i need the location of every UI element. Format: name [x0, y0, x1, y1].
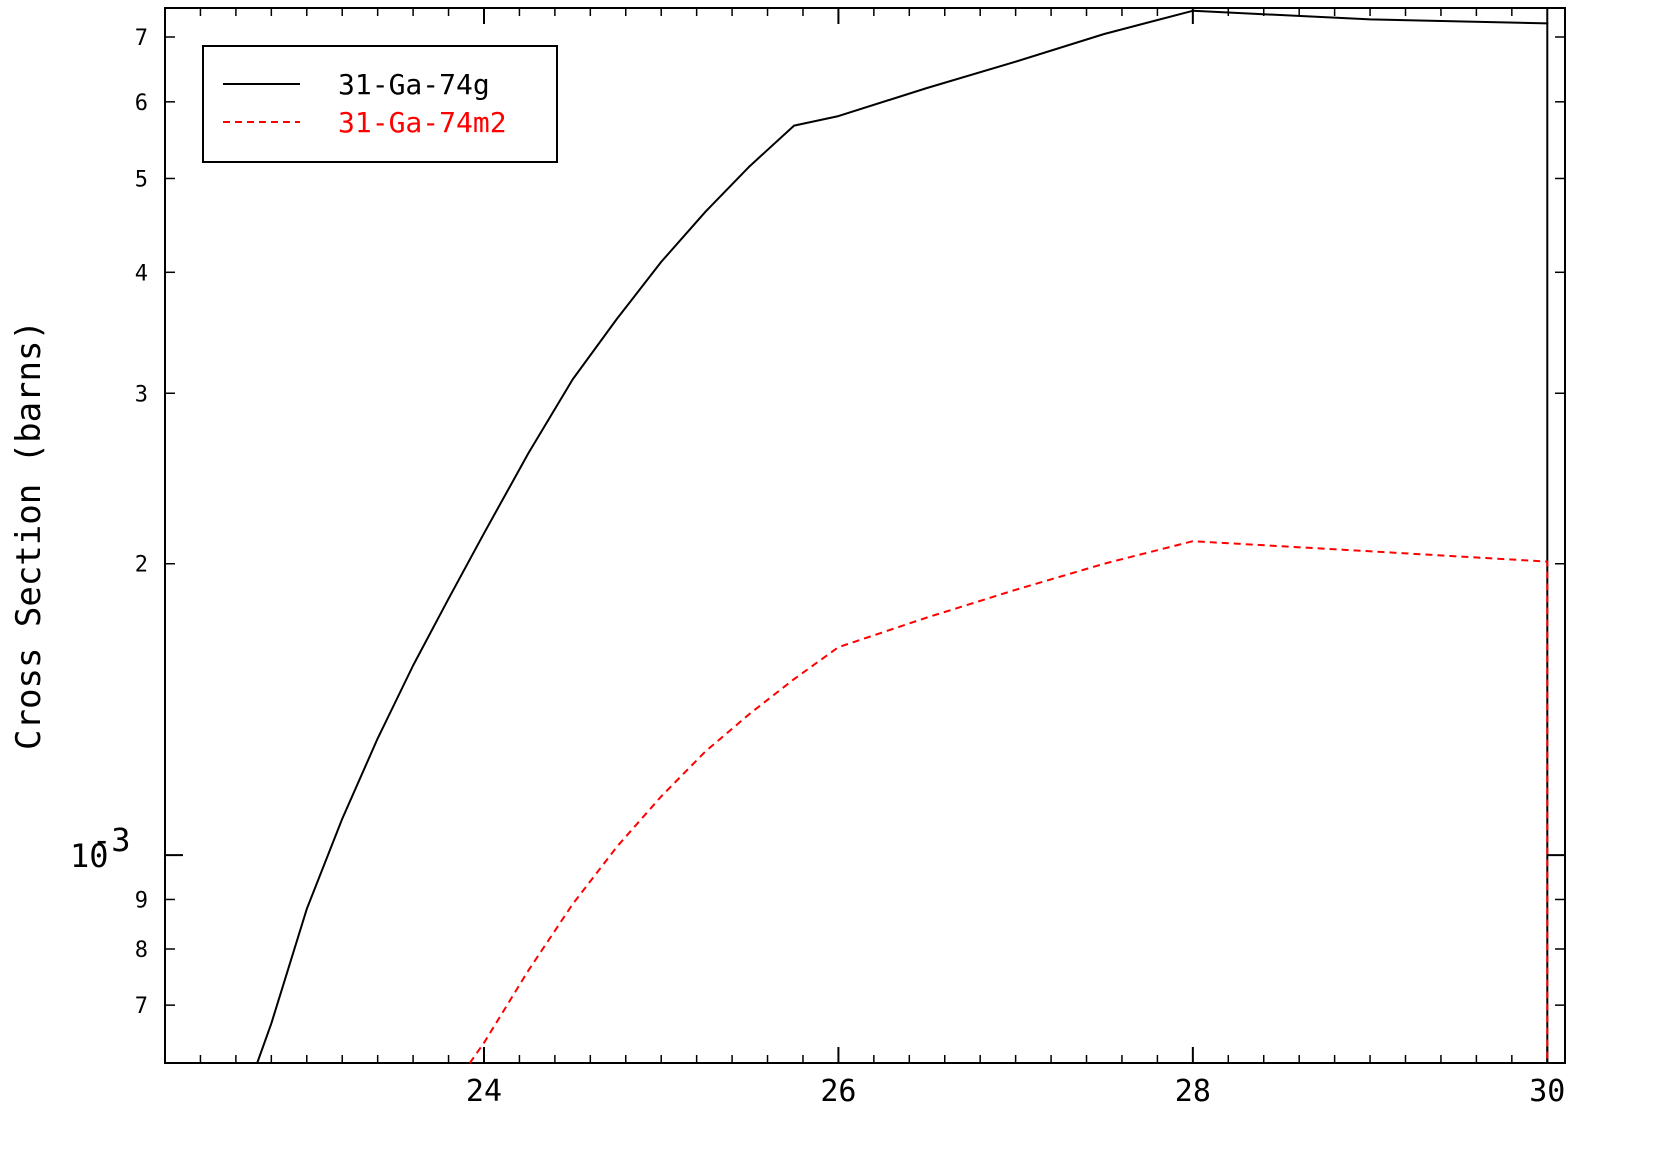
legend-label-31-ga-74m2: 31-Ga-74m2: [338, 106, 507, 139]
y-tick-label-0.007: 7: [135, 26, 148, 51]
legend-box: [202, 45, 558, 163]
y-tick-label-0.0007: 7: [135, 994, 148, 1019]
y-major-tick-label-base: 10: [70, 837, 109, 875]
series-layer: [256, 9, 1549, 1064]
y-major-tick-label-exponent: -3: [92, 821, 131, 859]
y-tick-label-0.005: 5: [135, 167, 148, 192]
y-tick-label-0.006: 6: [135, 91, 148, 116]
y-tick-label-0.003: 3: [135, 382, 148, 407]
y-tick-label-0.004: 4: [135, 261, 148, 286]
y-axis-title: Cross Section (barns): [9, 320, 49, 750]
legend: 31-Ga-74g 31-Ga-74m2: [202, 45, 558, 163]
ticks-layer: 24 26 28 30 10-3 7 8 9 2 3 4 5 6 7: [70, 8, 1565, 1109]
x-tick-label-28: 28: [1175, 1074, 1211, 1109]
y-tick-label-0.0008: 8: [135, 938, 148, 963]
series-line-31-ga-74m2: [468, 540, 1549, 1064]
plot-frame: [164, 7, 1566, 1064]
legend-label-31-ga-74g: 31-Ga-74g: [338, 68, 490, 101]
y-tick-label-0.0009: 9: [135, 888, 148, 913]
x-tick-label-30: 30: [1529, 1074, 1565, 1109]
y-tick-label-0.002: 2: [135, 553, 148, 578]
x-tick-label-26: 26: [820, 1074, 856, 1109]
x-tick-label-24: 24: [466, 1074, 502, 1109]
series-line-31-ga-74g: [256, 9, 1549, 1064]
